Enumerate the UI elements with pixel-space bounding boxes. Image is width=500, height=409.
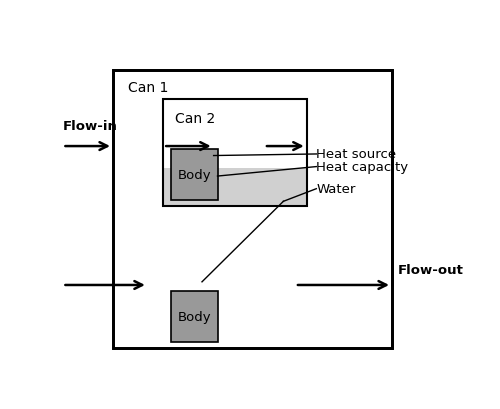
Bar <box>163 99 306 207</box>
Text: Can 2: Can 2 <box>175 112 215 126</box>
Bar <box>163 99 306 207</box>
Text: Flow-in: Flow-in <box>62 119 118 133</box>
Bar <box>113 71 392 348</box>
Text: Flow-out: Flow-out <box>398 263 464 276</box>
Bar <box>163 169 306 207</box>
Bar <box>113 71 392 348</box>
Text: Water: Water <box>316 183 356 196</box>
Text: Body: Body <box>178 310 211 323</box>
Bar <box>113 279 392 348</box>
Bar <box>171 292 218 342</box>
Bar <box>171 150 218 200</box>
Text: Body: Body <box>178 169 211 182</box>
Text: Heat source: Heat source <box>316 148 396 161</box>
Text: Heat capacity: Heat capacity <box>316 161 408 174</box>
Text: Can 1: Can 1 <box>128 81 169 94</box>
Bar <box>163 169 306 207</box>
